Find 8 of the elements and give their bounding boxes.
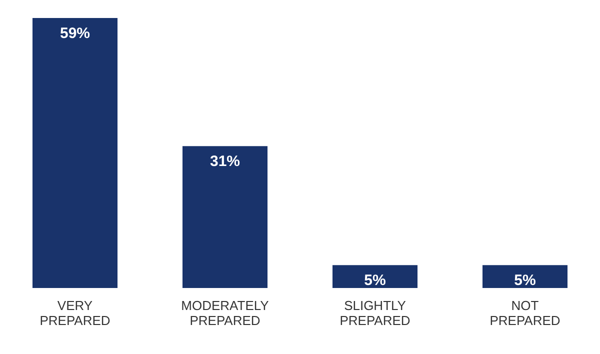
- x-tick-label: SLIGHTLY PREPARED: [340, 298, 410, 328]
- data-label: 31%: [210, 153, 240, 170]
- data-label: 5%: [364, 272, 386, 290]
- data-label: 5%: [514, 272, 536, 290]
- data-label: 59%: [60, 25, 90, 42]
- x-tick-label: MODERATELY PREPARED: [181, 298, 270, 328]
- x-tick-label: VERY PREPARED: [40, 298, 110, 328]
- x-tick-label: NOT PREPARED: [490, 298, 560, 328]
